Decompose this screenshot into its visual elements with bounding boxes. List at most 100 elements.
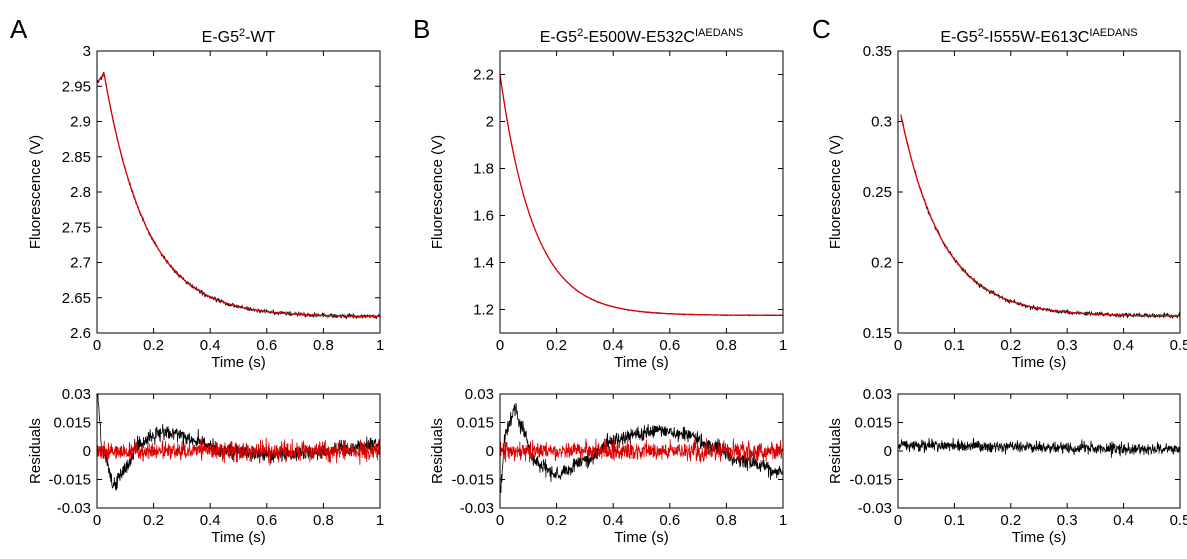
residuals-x-tick-label: 0.4 xyxy=(603,512,624,529)
residuals-x-tick-label: 0.8 xyxy=(716,512,737,529)
main-y-tick-label: 2.2 xyxy=(473,67,494,84)
main-x-tick-label: 0.2 xyxy=(143,337,164,354)
main-y-tick-label: 2.9 xyxy=(70,114,91,131)
panel-label-c: C xyxy=(812,14,831,44)
residuals-x-tick-label: 0.4 xyxy=(1113,512,1134,529)
panel-label-a: A xyxy=(10,14,28,44)
main-x-tick-label: 1 xyxy=(779,337,787,354)
main-y-tick-label: 0.15 xyxy=(863,325,892,342)
main-y-tick-label: 1.4 xyxy=(473,255,494,272)
residuals-x-tick-label: 0.4 xyxy=(200,512,221,529)
main-y-tick-label: 0.35 xyxy=(863,43,892,60)
main-y-tick-label: 2.8 xyxy=(70,184,91,201)
title-superscript: 2 xyxy=(978,27,984,39)
residuals-x-axis-label: Time (s) xyxy=(1012,529,1066,546)
main-y-tick-label: 2.6 xyxy=(70,325,91,342)
residuals-fit-series xyxy=(97,437,380,466)
main-plot-frame xyxy=(499,50,784,334)
residuals-y-tick-label: -0.03 xyxy=(460,500,494,517)
title-suffix: -I555W-E613C xyxy=(984,29,1090,46)
main-plot-frame xyxy=(897,50,1181,334)
main-y-tick-label: 2 xyxy=(486,114,494,131)
residuals-y-tick-label: -0.03 xyxy=(57,500,91,517)
residuals-x-tick-label: 0.6 xyxy=(659,512,680,529)
charts-layer: E-G52-WT0 0.2 0.4 0.6 0.8 12.62.652.72.752.82… xyxy=(27,27,1187,546)
residuals-y-tick-label: 0.03 xyxy=(465,386,494,403)
residuals-data-series xyxy=(898,437,1180,458)
chart-title: E-G52-E500W-E532CIAEDANS xyxy=(540,27,744,46)
main-y-tick-label: 1.8 xyxy=(473,161,494,178)
residuals-x-tick-label: 0.5 xyxy=(1170,512,1187,529)
residuals-plot: 0 0.1 0.2 0.3 0.4 0.5 -0.03 -0.015 0 0.015 0.03 Tim… xyxy=(827,386,1187,546)
main-plot-frame xyxy=(96,50,381,334)
residuals-y-axis-label: Residuals xyxy=(827,418,844,484)
residuals-y-tick-label: 0 xyxy=(486,443,494,460)
residuals-data-series xyxy=(97,394,380,491)
title-label-superscript: IAEDANS xyxy=(1089,27,1137,39)
title-label-superscript: IAEDANS xyxy=(695,27,743,39)
main-y-tick-label: 3 xyxy=(83,43,91,60)
fit-series-line xyxy=(500,74,783,316)
residuals-x-tick-label: 0 xyxy=(894,512,902,529)
main-y-tick-label: 1.6 xyxy=(473,208,494,225)
main-y-tick-label: 1.2 xyxy=(473,302,494,319)
main-x-tick-label: 0.4 xyxy=(1113,337,1134,354)
main-x-tick-label: 0.6 xyxy=(256,337,277,354)
main-x-tick-label: 0.3 xyxy=(1057,337,1078,354)
residuals-data-series xyxy=(500,402,783,494)
data-series-line xyxy=(900,114,1180,319)
residuals-fit-series xyxy=(500,437,783,464)
residuals-y-tick-label: -0.015 xyxy=(451,472,494,489)
residuals-x-tick-label: 0 xyxy=(496,512,504,529)
residuals-y-tick-label: 0.015 xyxy=(854,415,892,432)
main-y-tick-label: 0.2 xyxy=(871,255,892,272)
x-axis-label: Time (s) xyxy=(1012,354,1066,371)
main-x-tick-label: 0.8 xyxy=(313,337,334,354)
main-x-tick-label: 0 xyxy=(496,337,504,354)
chart-title: E-G52-WT xyxy=(202,27,276,46)
main-y-tick-label: 0.3 xyxy=(871,114,892,131)
residuals-x-tick-label: 0.1 xyxy=(944,512,965,529)
main-plot: E-G52-WT 0 0.2 0.4 0.6 0.8 1 2.6 2.65 2.7 2.75 2.8 2… xyxy=(27,27,384,371)
main-y-tick-label: 2.85 xyxy=(62,149,91,166)
residuals-x-tick-label: 0.6 xyxy=(256,512,277,529)
residuals-x-axis-label: Time (s) xyxy=(614,529,668,546)
residuals-x-tick-label: 0.2 xyxy=(143,512,164,529)
x-axis-label: Time (s) xyxy=(211,354,265,371)
main-x-tick-label: 0.4 xyxy=(603,337,624,354)
residuals-x-axis-label: Time (s) xyxy=(211,529,265,546)
residuals-y-tick-label: -0.015 xyxy=(849,472,892,489)
main-y-tick-label: 2.95 xyxy=(62,78,91,95)
title-base: E-G5 xyxy=(540,29,577,46)
residuals-x-tick-label: 1 xyxy=(779,512,787,529)
main-x-tick-label: 0 xyxy=(894,337,902,354)
main-x-tick-label: 0.1 xyxy=(944,337,965,354)
residuals-y-tick-label: 0 xyxy=(884,443,892,460)
fit-series-line xyxy=(97,72,380,318)
residuals-y-tick-label: 0.015 xyxy=(456,415,494,432)
main-x-tick-label: 1 xyxy=(376,337,384,354)
main-y-tick-label: 0.25 xyxy=(863,184,892,201)
data-series-line xyxy=(97,71,380,320)
main-y-tick-label: 2.7 xyxy=(70,255,91,272)
residuals-y-tick-label: 0 xyxy=(83,443,91,460)
residuals-y-axis-label: Residuals xyxy=(429,418,446,484)
main-y-tick-label: 2.65 xyxy=(62,290,91,307)
y-axis-label: Fluorescence (V) xyxy=(429,135,446,249)
main-x-tick-label: 0.6 xyxy=(659,337,680,354)
main-x-tick-label: 0.2 xyxy=(1000,337,1021,354)
residuals-x-tick-label: 0.3 xyxy=(1057,512,1078,529)
residuals-x-tick-label: 0 xyxy=(93,512,101,529)
main-x-tick-label: 0 xyxy=(93,337,101,354)
chart-title: E-G52-I555W-E613CIAEDANS xyxy=(940,27,1137,46)
title-suffix: -E500W-E532C xyxy=(583,29,695,46)
data-series-line xyxy=(500,75,783,317)
title-superscript: 2 xyxy=(577,27,583,39)
residuals-x-tick-label: 1 xyxy=(376,512,384,529)
main-x-tick-label: 0.2 xyxy=(546,337,567,354)
fit-series-line xyxy=(900,114,1180,317)
main-plot: E-G52-I555W-E613CIAEDANS 0 0.1 0.2 0.3 0.4 0.5… xyxy=(827,27,1187,371)
y-axis-label: Fluorescence (V) xyxy=(27,135,44,249)
residuals-x-tick-label: 0.2 xyxy=(546,512,567,529)
